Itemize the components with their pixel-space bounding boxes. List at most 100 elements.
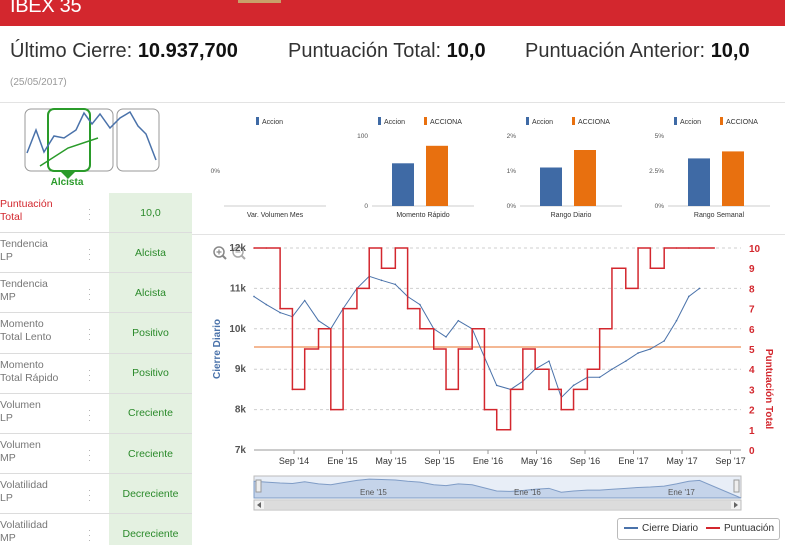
scroll-left-icon[interactable] [257,502,261,508]
mini-bar[interactable] [574,150,596,206]
mini-tick-label: 0% [655,203,665,210]
puntuacion-point [471,328,473,330]
navigator-handle-left[interactable] [255,479,262,493]
info-dots-icon[interactable]: · · · [88,444,91,465]
y2-tick-label: 6 [749,325,755,336]
cierre-point [445,336,447,338]
info-dots-icon[interactable]: · · · [88,364,91,385]
x-tick-label: Sep '15 [424,456,454,466]
indicator-row[interactable]: Momento Total Lento · · · Positivo [0,313,192,354]
indicator-name: Volatilidad LP [0,479,82,505]
y2-tick-label: 2 [749,406,755,417]
zoom-in-icon[interactable] [213,246,227,260]
mini-bar[interactable] [540,167,562,207]
x-tick-label: Ene '17 [618,456,648,466]
info-dots-icon[interactable]: · · · [88,244,91,264]
cierre-point [265,303,268,306]
scrollbar-thumb[interactable] [264,501,731,509]
scroll-right-icon[interactable] [734,502,738,508]
legend-swatch [256,117,259,125]
puntuacion-point [279,307,281,310]
indicator-row[interactable]: Puntuación Total · · · 10,0 [0,193,192,233]
y2-tick-label: 8 [749,284,755,295]
series-cierre-line[interactable] [253,275,700,399]
legend-swatch [720,117,723,125]
info-dots-icon[interactable]: · · · [88,284,91,305]
legend-item-puntuacion[interactable]: Puntuación [706,523,774,534]
y-tick-label: 10k [229,324,246,335]
tab-indicator [238,0,281,3]
x-tick-label: Ene '15 [327,456,357,466]
navigator-handle-right[interactable] [733,479,740,493]
puntuacion-point [560,408,563,411]
legend-label-cierre: Cierre Diario [642,523,699,534]
cierre-point [303,299,306,302]
indicator-name-line1: Tendencia [0,238,48,250]
puntuacion-point [649,267,652,269]
indicator-name-line2: Total Rápido [0,371,59,384]
legend-item-cierre[interactable]: Cierre Diario [624,523,698,534]
indicator-name-line1: Volatilidad [0,479,48,492]
x-tick-label: May '17 [666,456,697,466]
puntuacion-point [698,247,701,249]
legend-swatch [424,117,427,125]
mini-bar[interactable] [688,158,710,206]
y-tick-label: 7k [235,445,247,456]
cierre-point [637,352,639,354]
indicator-name: Volumen LP [0,399,82,425]
info-dots-icon[interactable]: · · · [88,204,91,224]
series-puntuacion-line[interactable] [254,247,715,431]
info-dots-icon[interactable]: · · · [88,485,91,506]
previous-score: Puntuación Anterior: 10,0 [525,40,750,63]
mini-charts: Accion 0% Var. Volumen Mes Accion ACCIONA 100… [211,117,770,219]
y-tick-label: 11k [230,283,247,294]
indicator-row[interactable]: Volatilidad MP · · · Decreciente [0,514,192,545]
mini-bar[interactable] [392,163,414,206]
info-dots-icon[interactable]: · · · [88,404,91,425]
cierre-point [687,295,690,298]
y2-tick-label: 9 [749,264,755,275]
indicator-value: Decreciente [109,514,192,545]
indicator-value: Alcista [109,273,192,313]
indicator-row[interactable]: Tendencia MP · · · Alcista [0,273,192,314]
stats-bar: Último Cierre: 10.937,700 Puntuación Tot… [10,40,780,68]
logo-trend-line [39,137,99,167]
cierre-point [611,368,613,370]
puntuacion-point [406,307,409,310]
info-dots-icon[interactable]: · · · [88,525,91,545]
puntuacion-point [624,287,627,290]
y2-tick-label: 7 [749,305,755,316]
indicator-row[interactable]: Volatilidad LP · · · Decreciente [0,474,192,515]
indicator-name: Volumen MP [0,439,82,465]
indicator-row[interactable]: Momento Total Rápido · · · Positivo [0,353,192,394]
puntuacion-point [687,247,690,249]
puntuacion-point [572,388,575,391]
indicator-row[interactable]: Volumen MP · · · Creciente [0,433,192,475]
indicator-row[interactable]: Tendencia LP · · · Alcista [0,233,192,274]
mini-bar[interactable] [722,151,744,206]
total-score-label: Puntuación Total: [288,40,442,62]
logo-line [26,110,157,161]
mini-bar[interactable] [426,145,448,206]
zoom-out-icon[interactable] [232,246,246,260]
info-dots-icon[interactable]: · · · [88,324,91,345]
mini-tick-label: 2.5% [649,168,664,175]
indicator-name-line1: Tendencia [0,278,48,291]
indicator-value-text: Positivo [132,367,169,380]
total-score-value: 10,0 [446,40,486,62]
indicator-table: Puntuación Total · · · 10,0 Tendencia LP · · · Alci… [0,193,192,545]
mini-tick-label: 5% [655,133,665,140]
indicator-value-text: Positivo [132,326,169,339]
x-tick-label: May '15 [375,456,406,466]
puntuacion-point [495,429,498,431]
mini-legend-label: ACCIONA [430,119,462,126]
divider [192,234,785,235]
cierre-point [457,319,460,322]
legend-swatch [572,117,575,125]
puntuacion-point [586,368,589,370]
navigator[interactable]: Ene '15 Ene '16 Ene '17 [253,475,742,511]
y2-axis-title: Puntuación Total [763,349,774,430]
puntuacion-point [445,388,447,391]
indicator-row[interactable]: Volumen LP · · · Creciente [0,393,192,434]
divider [0,102,785,103]
